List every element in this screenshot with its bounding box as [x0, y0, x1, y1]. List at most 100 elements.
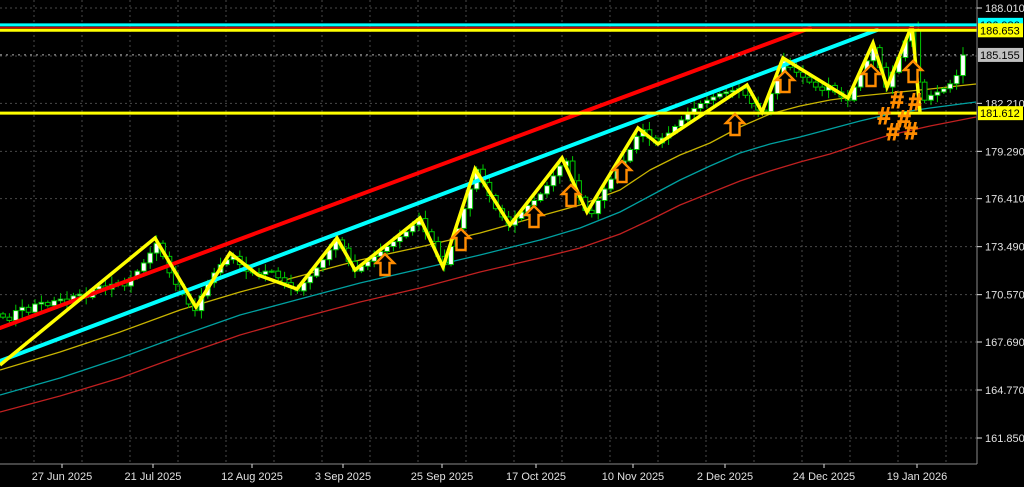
moving-averages: [0, 83, 977, 413]
hash-marker-icon[interactable]: #: [904, 118, 918, 146]
candle-bull: [716, 93, 723, 98]
price-tick-label: 179.290: [985, 146, 1024, 158]
up-arrow-icon[interactable]: [773, 69, 797, 94]
candle-bear: [588, 209, 595, 215]
candle-bull: [262, 270, 269, 275]
up-arrow-icon[interactable]: [449, 227, 473, 252]
candle-bear: [0, 313, 6, 318]
candle-bull: [710, 96, 717, 101]
up-arrow-icon[interactable]: [901, 59, 925, 84]
candle-bear: [921, 81, 928, 101]
candle-bull: [928, 94, 934, 101]
candle-bull: [595, 199, 602, 215]
candle-bull: [403, 231, 410, 238]
up-arrow-icon[interactable]: [559, 183, 583, 208]
horizontal-levels[interactable]: [0, 23, 977, 115]
bid-price-label: 185.155: [980, 50, 1020, 62]
level-price-label: 181.612: [980, 108, 1020, 120]
candle-bull: [556, 165, 563, 177]
up-arrow-icon[interactable]: [723, 112, 747, 137]
date-tick-label: 3 Sep 2025: [315, 471, 371, 483]
candle-bull: [697, 102, 704, 109]
hash-marker-icon[interactable]: #: [877, 103, 891, 131]
price-axis-background: [977, 0, 1024, 487]
hash-marker-icon[interactable]: #: [897, 106, 911, 134]
candle-bull: [704, 99, 710, 104]
candle-bull: [601, 188, 608, 201]
candle-bull: [934, 91, 941, 96]
candle-bull: [960, 54, 966, 77]
time-axis[interactable]: 27 Jun 2025 21 Jul 2025 12 Aug 2025 3 Sep 2…: [0, 463, 977, 487]
candle-bull: [268, 270, 275, 273]
price-tick-label: 188.010: [985, 3, 1024, 15]
candle-bear: [275, 270, 282, 279]
up-arrow-icon[interactable]: [610, 159, 634, 184]
candle-bear: [812, 81, 819, 88]
level-price-label: 186.653: [980, 25, 1020, 37]
hash-marker-icon[interactable]: #: [886, 119, 900, 147]
candle-bull: [140, 262, 147, 272]
candle-bull: [19, 306, 26, 312]
signal-markers[interactable]: # ## ## #: [373, 59, 925, 277]
price-axis[interactable]: 188.010182.210179.290176.410173.490170.5…: [976, 0, 1024, 487]
bid-price-label-bg: [978, 47, 1023, 62]
hash-marker-icon[interactable]: #: [890, 87, 904, 115]
candle-bull: [51, 300, 58, 307]
candle-bear: [6, 316, 13, 321]
ma-fast-yellow-line: [0, 83, 977, 371]
candle-bull: [608, 178, 614, 190]
candle-bull: [953, 75, 960, 85]
up-arrow-icon[interactable]: [373, 252, 397, 277]
candle-bull: [147, 252, 154, 264]
candle-bull: [544, 185, 550, 195]
date-tick-label: 24 Dec 2025: [793, 471, 855, 483]
candle-bear: [281, 277, 288, 284]
candle-bull: [723, 91, 730, 95]
price-tick-label: 167.690: [985, 337, 1024, 349]
trendline-upper-channel-red[interactable]: [0, 26, 812, 330]
candle-bull: [947, 83, 954, 90]
candle-bear: [25, 306, 32, 313]
trendline-lower-channel-cyan[interactable]: [0, 28, 879, 363]
date-tick-label: 27 Jun 2025: [32, 471, 93, 483]
date-tick-label: 25 Sep 2025: [411, 471, 473, 483]
date-tick-label: 2 Dec 2025: [697, 471, 753, 483]
price-tick-label: 164.770: [985, 385, 1024, 397]
date-tick-label: 10 Nov 2025: [602, 471, 664, 483]
candle-bull: [38, 301, 45, 305]
price-tick-label: 173.490: [985, 242, 1024, 254]
candle-bull: [307, 275, 314, 284]
candle-bull: [313, 267, 320, 277]
date-tick-label: 12 Aug 2025: [221, 471, 283, 483]
zigzag-indicator[interactable]: [0, 24, 922, 367]
time-axis-background: [0, 464, 977, 487]
candle-bull: [633, 135, 640, 151]
date-tick-label: 19 Jan 2026: [887, 471, 948, 483]
candle-bear: [806, 76, 813, 83]
zigzag-line[interactable]: [0, 24, 922, 367]
candle-bull: [627, 149, 634, 162]
trendlines[interactable]: [0, 26, 879, 363]
date-tick-label: 17 Oct 2025: [506, 471, 566, 483]
up-arrow-icon[interactable]: [859, 63, 883, 88]
candle-bull: [12, 310, 19, 321]
candle-bull: [57, 298, 64, 302]
date-tick-label: 21 Jul 2025: [125, 471, 182, 483]
up-arrow-icon[interactable]: [522, 204, 546, 229]
candle-bull: [32, 303, 38, 313]
candle-bear: [44, 301, 51, 307]
candle-bull: [320, 259, 326, 269]
ma-slow-red-line: [0, 116, 977, 413]
candle-bull: [537, 193, 544, 201]
candle-bull: [390, 241, 397, 248]
candle-bear: [742, 88, 749, 96]
hash-marker-icon[interactable]: #: [908, 89, 922, 117]
candle-bull: [396, 236, 403, 243]
candle-bull: [940, 88, 947, 93]
price-tick-label: 176.410: [985, 194, 1024, 206]
ma-mid-cyan-line: [0, 101, 977, 396]
